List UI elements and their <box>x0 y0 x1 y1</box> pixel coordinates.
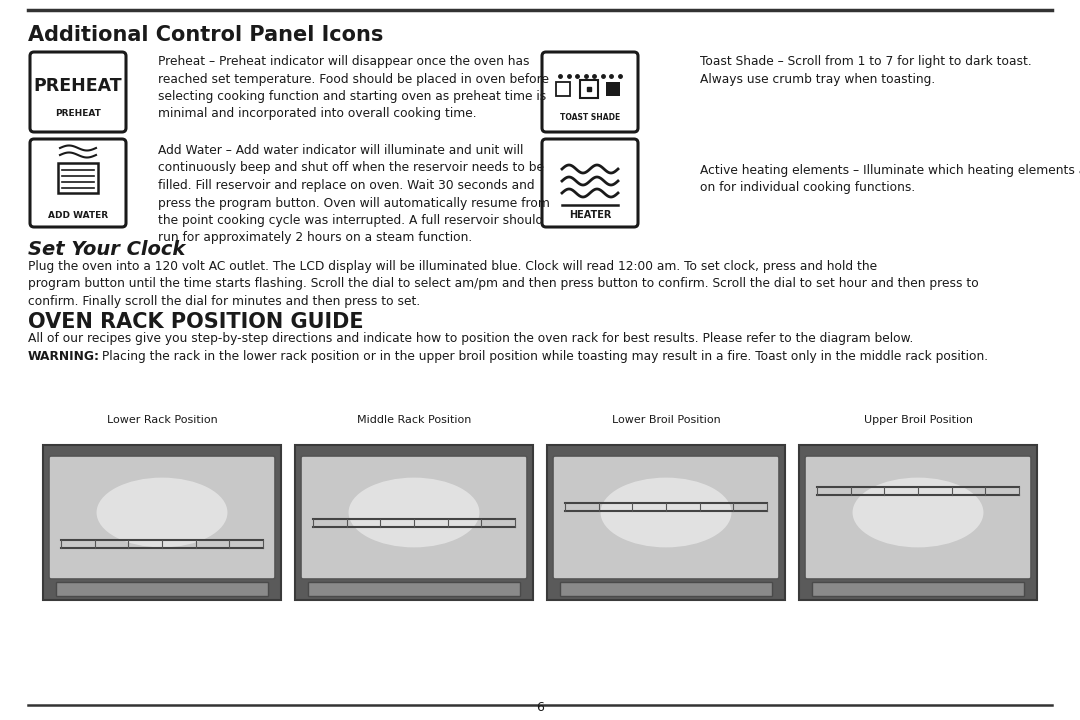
Text: WARNING:: WARNING: <box>28 350 100 363</box>
Bar <box>295 445 534 600</box>
Bar <box>308 582 519 596</box>
Text: Upper Broil Position: Upper Broil Position <box>864 415 972 425</box>
Text: Set Your Clock: Set Your Clock <box>28 240 186 259</box>
Bar <box>561 582 772 596</box>
FancyBboxPatch shape <box>553 456 779 579</box>
Bar <box>556 82 570 96</box>
Text: HEATER: HEATER <box>569 210 611 220</box>
FancyBboxPatch shape <box>30 139 126 227</box>
Text: Middle Rack Position: Middle Rack Position <box>356 415 471 425</box>
FancyBboxPatch shape <box>301 456 527 579</box>
Bar <box>43 445 281 600</box>
Text: ADD WATER: ADD WATER <box>48 210 108 220</box>
Text: PREHEAT: PREHEAT <box>55 109 100 119</box>
Bar <box>580 80 598 98</box>
Text: Plug the oven into a 120 volt AC outlet. The LCD display will be illuminated blu: Plug the oven into a 120 volt AC outlet.… <box>28 260 978 308</box>
Bar <box>56 582 268 596</box>
Text: Placing the rack in the lower rack position or in the upper broil position while: Placing the rack in the lower rack posit… <box>98 350 988 363</box>
FancyBboxPatch shape <box>49 456 275 579</box>
Text: PREHEAT: PREHEAT <box>33 77 122 95</box>
Ellipse shape <box>349 477 480 547</box>
Ellipse shape <box>600 477 731 547</box>
Bar <box>606 82 620 96</box>
Text: Preheat – Preheat indicator will disappear once the oven has
reached set tempera: Preheat – Preheat indicator will disappe… <box>158 55 549 120</box>
Text: OVEN RACK POSITION GUIDE: OVEN RACK POSITION GUIDE <box>28 312 364 332</box>
Text: Add Water – Add water indicator will illuminate and unit will
continuously beep : Add Water – Add water indicator will ill… <box>158 144 550 245</box>
Text: 6: 6 <box>536 701 544 714</box>
Text: Lower Rack Position: Lower Rack Position <box>107 415 217 425</box>
Bar <box>812 582 1024 596</box>
Text: Lower Broil Position: Lower Broil Position <box>611 415 720 425</box>
FancyBboxPatch shape <box>805 456 1031 579</box>
Text: Additional Control Panel Icons: Additional Control Panel Icons <box>28 25 383 45</box>
Text: All of our recipes give you step-by-step directions and indicate how to position: All of our recipes give you step-by-step… <box>28 332 914 345</box>
Bar <box>58 163 98 193</box>
FancyBboxPatch shape <box>542 139 638 227</box>
Bar <box>546 445 785 600</box>
Bar <box>799 445 1037 600</box>
Ellipse shape <box>96 477 228 547</box>
FancyBboxPatch shape <box>30 52 126 132</box>
FancyBboxPatch shape <box>542 52 638 132</box>
Text: Active heating elements – Illuminate which heating elements are
on for individua: Active heating elements – Illuminate whi… <box>700 164 1080 194</box>
Ellipse shape <box>852 477 984 547</box>
Text: TOAST SHADE: TOAST SHADE <box>559 114 620 122</box>
Text: Toast Shade – Scroll from 1 to 7 for light to dark toast.
Always use crumb tray : Toast Shade – Scroll from 1 to 7 for lig… <box>700 55 1031 86</box>
